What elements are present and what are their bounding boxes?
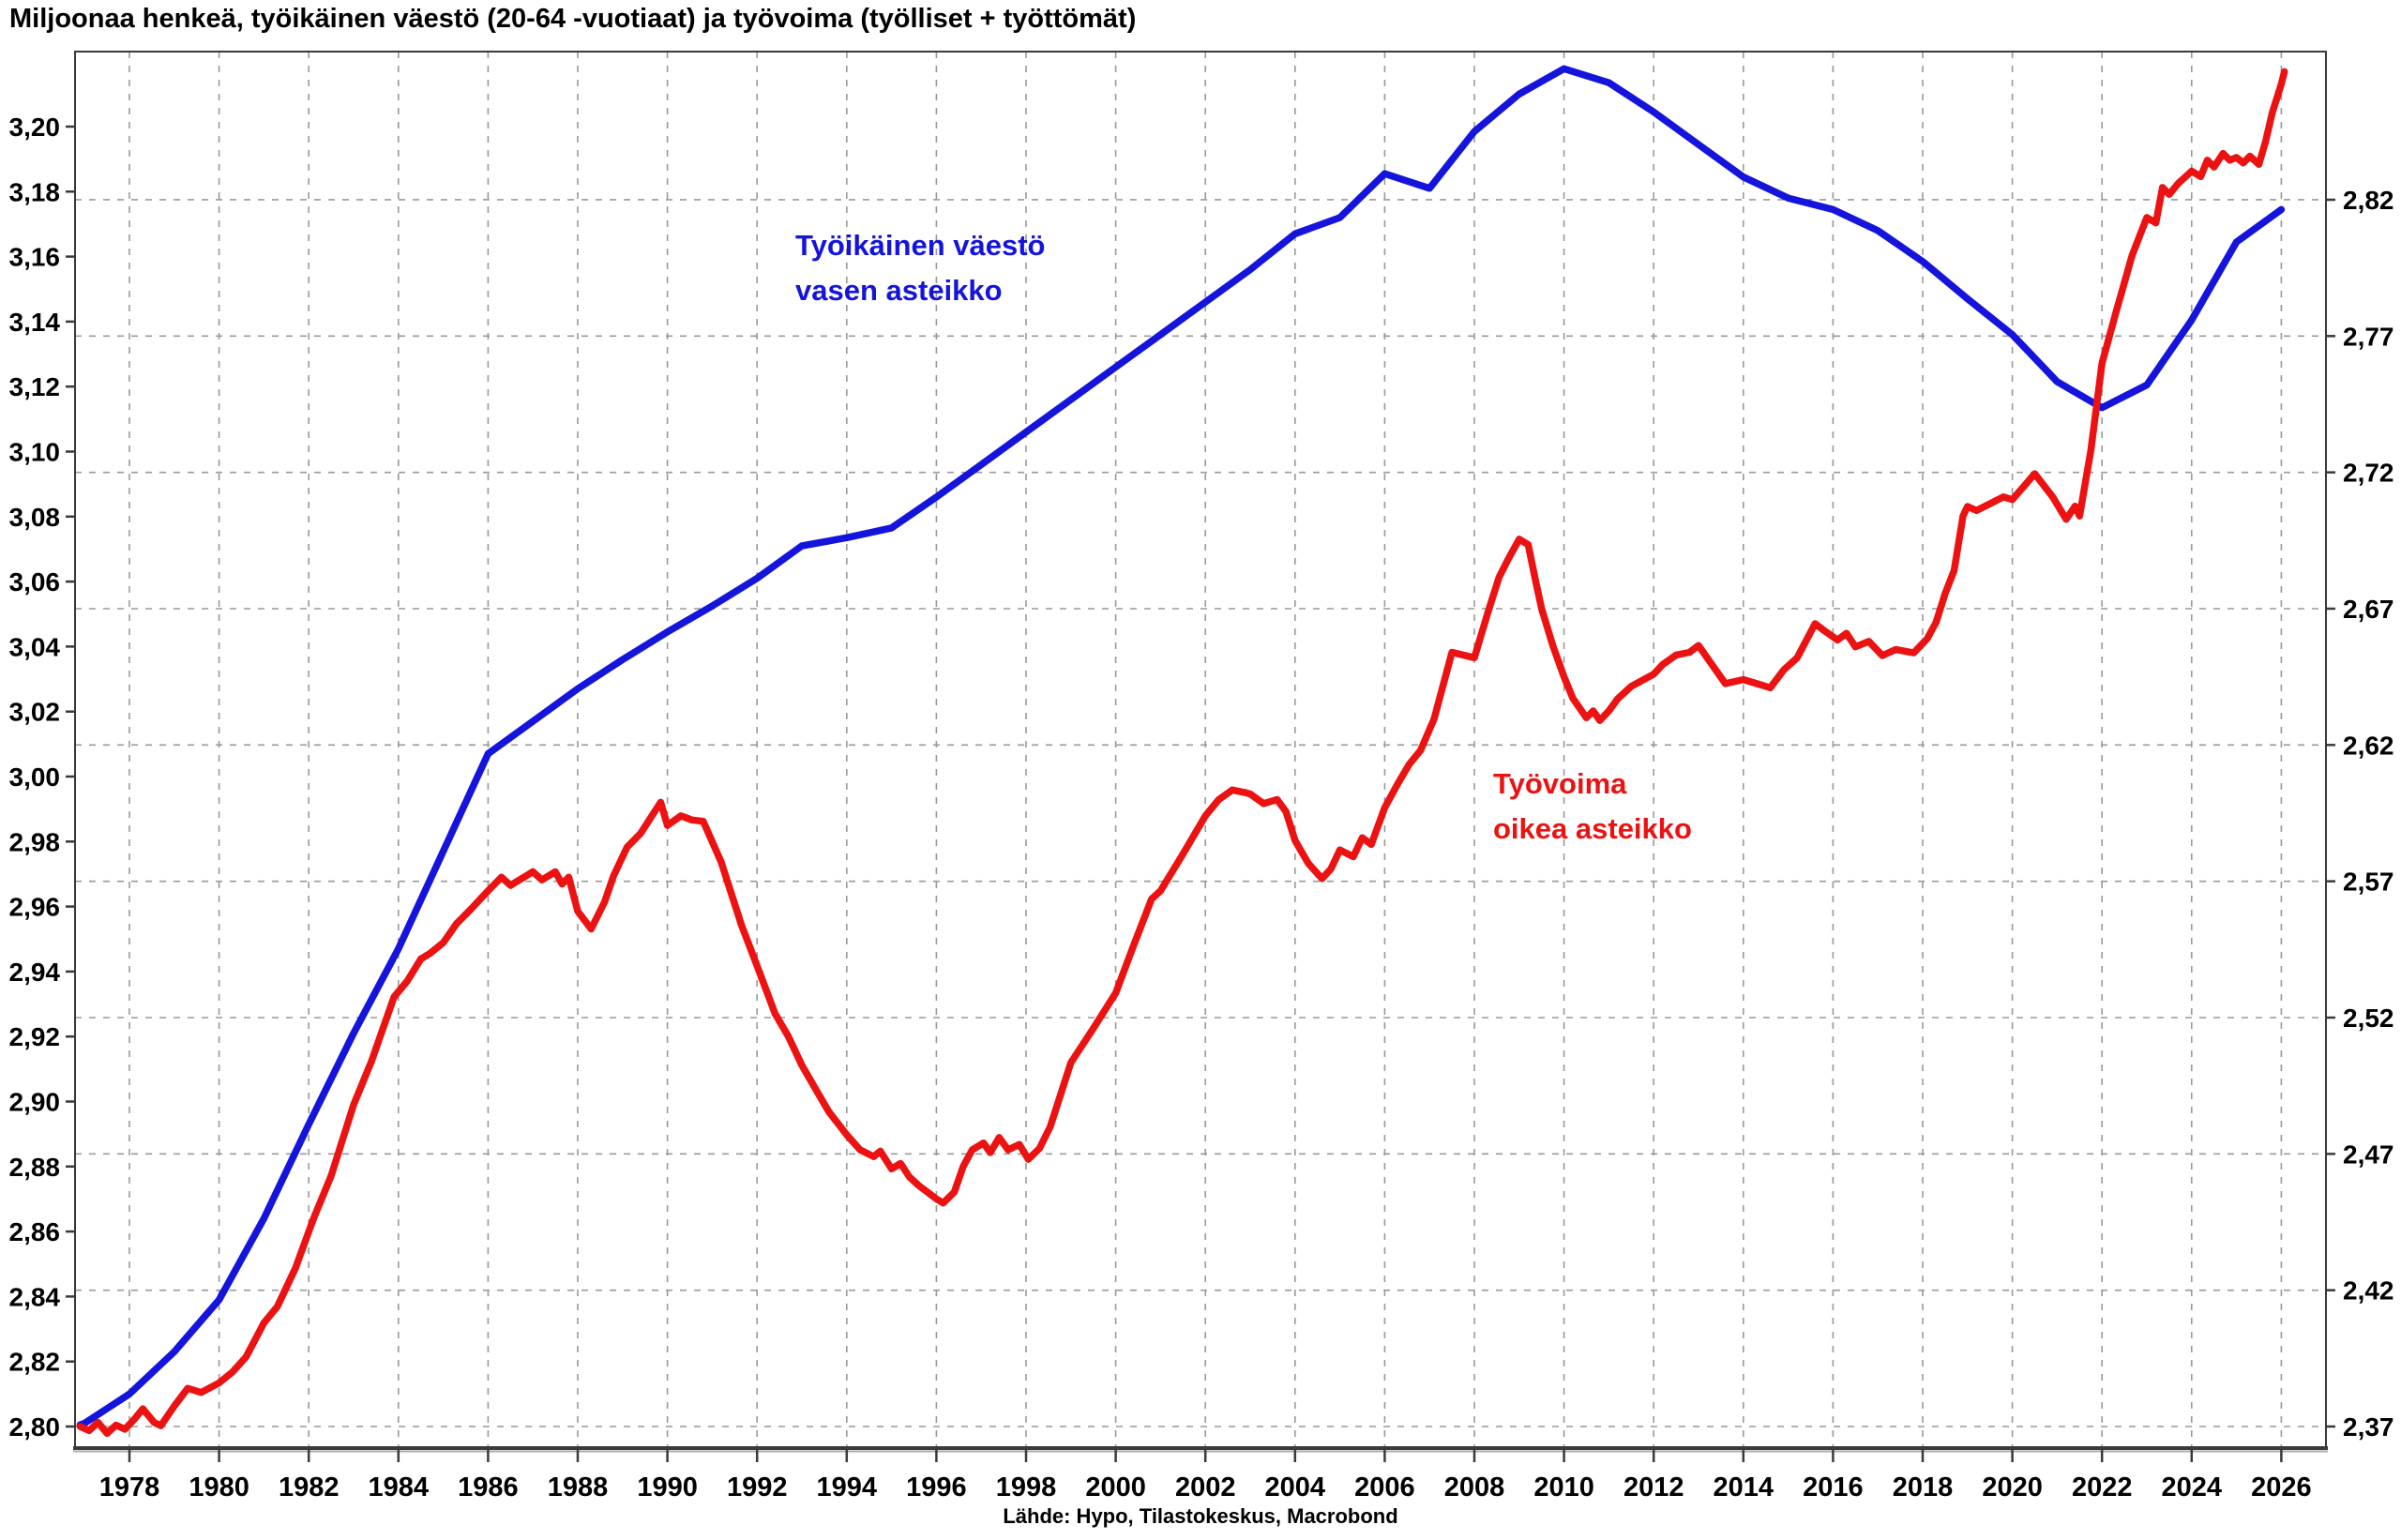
x-axis-tick-label: 1996 [906, 1472, 967, 1502]
series-label-line: Työikäinen väestö [795, 229, 1046, 262]
x-axis-tick-label: 2010 [1533, 1472, 1594, 1502]
axis-ticks [66, 125, 2335, 1462]
left-axis-tick-label: 3,00 [9, 762, 61, 792]
chart-title: Miljoonaa henkeä, työikäinen väestö (20-… [9, 4, 1137, 34]
x-axis-tick-label: 2026 [2251, 1472, 2312, 1502]
left-axis-tick-label: 3,18 [9, 177, 61, 206]
right-axis-tick-label: 2,67 [2343, 595, 2394, 624]
right-axis-tick-label: 2,37 [2343, 1412, 2394, 1442]
plot-frame [74, 51, 2327, 1448]
x-axis-tick-label: 2016 [1803, 1472, 1864, 1502]
right-axis-tick-label: 2,47 [2343, 1140, 2394, 1169]
left-axis-tick-label: 2,90 [9, 1088, 61, 1117]
left-axis-tick-label: 3,10 [9, 438, 61, 467]
left-axis-tick-label: 2,82 [9, 1348, 61, 1377]
left-axis-tick-label: 3,04 [9, 632, 61, 661]
series-label-line: vasen asteikko [795, 274, 1003, 308]
right-axis-tick-label: 2,57 [2343, 868, 2394, 897]
right-axis-tick-label: 2,42 [2343, 1276, 2394, 1306]
left-axis-tick-label: 3,16 [9, 243, 61, 272]
x-axis-tick-label: 2012 [1623, 1472, 1684, 1502]
x-axis-tick-label: 2004 [1265, 1472, 1326, 1502]
gridlines [75, 52, 2326, 1447]
x-axis-tick-label: 2006 [1354, 1472, 1415, 1502]
x-axis-tick-label: 1984 [369, 1472, 430, 1502]
series-line-working-age-population [76, 65, 2286, 1429]
x-axis-tick-label: 1988 [548, 1472, 609, 1502]
left-axis-tick-label: 2,84 [9, 1282, 61, 1311]
x-axis-tick-label: 2014 [1714, 1472, 1774, 1502]
right-axis-tick-label: 2,77 [2343, 322, 2394, 351]
left-axis-tick-label: 2,92 [9, 1022, 61, 1051]
left-axis-tick-label: 2,94 [9, 958, 61, 987]
series-line-labour-force [76, 68, 2288, 1438]
series-label-line: Työvoima [1493, 767, 1627, 800]
left-axis-tick-label: 2,98 [9, 827, 61, 856]
x-axis-tick-label: 2018 [1893, 1472, 1954, 1502]
chart-source: Lähde: Hypo, Tilastokeskus, Macrobond [1003, 1504, 1398, 1528]
x-axis-tick-label: 1982 [279, 1472, 340, 1502]
x-axis-tick-label: 1980 [189, 1472, 249, 1502]
left-axis-tick-label: 2,80 [9, 1412, 61, 1442]
left-axis-tick-label: 2,96 [9, 893, 61, 922]
x-axis-tick-label: 1978 [99, 1472, 160, 1502]
left-axis-tick-label: 2,88 [9, 1153, 61, 1182]
right-axis-tick-label: 2,72 [2343, 459, 2394, 488]
x-axis-tick-label: 2022 [2072, 1472, 2133, 1502]
left-axis-tick-label: 3,12 [9, 372, 61, 401]
series-label-labour-force: Työvoima oikea asteikko [1493, 762, 1692, 852]
left-axis-tick-label: 3,14 [9, 308, 61, 337]
right-axis-tick-label: 2,52 [2343, 1004, 2394, 1033]
right-axis-tick-label: 2,82 [2343, 186, 2394, 215]
x-axis-tick-label: 1990 [637, 1472, 698, 1502]
series-label-working-age-population: Työikäinen väestö vasen asteikko [795, 223, 1045, 313]
left-axis-tick-label: 3,06 [9, 567, 61, 596]
right-axis-tick-label: 2,62 [2343, 731, 2394, 760]
x-axis-tick-label: 2020 [1982, 1472, 2043, 1502]
x-axis-tick-label: 2000 [1085, 1472, 1146, 1502]
left-axis-tick-label: 3,20 [9, 113, 61, 142]
left-axis-tick-label: 3,08 [9, 503, 61, 532]
axis-labels: 2,80 2,82 2,84 2,86 2,88 2,90 2,92 2,94 2,96 2,98… [9, 113, 2394, 1502]
x-axis-tick-label: 1998 [996, 1472, 1057, 1502]
x-axis-tick-label: 2002 [1175, 1472, 1236, 1502]
left-axis-tick-label: 2,86 [9, 1217, 61, 1246]
x-axis-tick-label: 1986 [458, 1472, 519, 1502]
x-axis-tick-label: 2024 [2162, 1472, 2223, 1502]
left-axis-tick-label: 3,02 [9, 698, 61, 727]
series-label-line: oikea asteikko [1493, 812, 1692, 846]
x-axis-tick-label: 1994 [817, 1472, 878, 1502]
x-axis-tick-label: 1992 [727, 1472, 788, 1502]
x-axis-tick-label: 2008 [1444, 1472, 1505, 1502]
